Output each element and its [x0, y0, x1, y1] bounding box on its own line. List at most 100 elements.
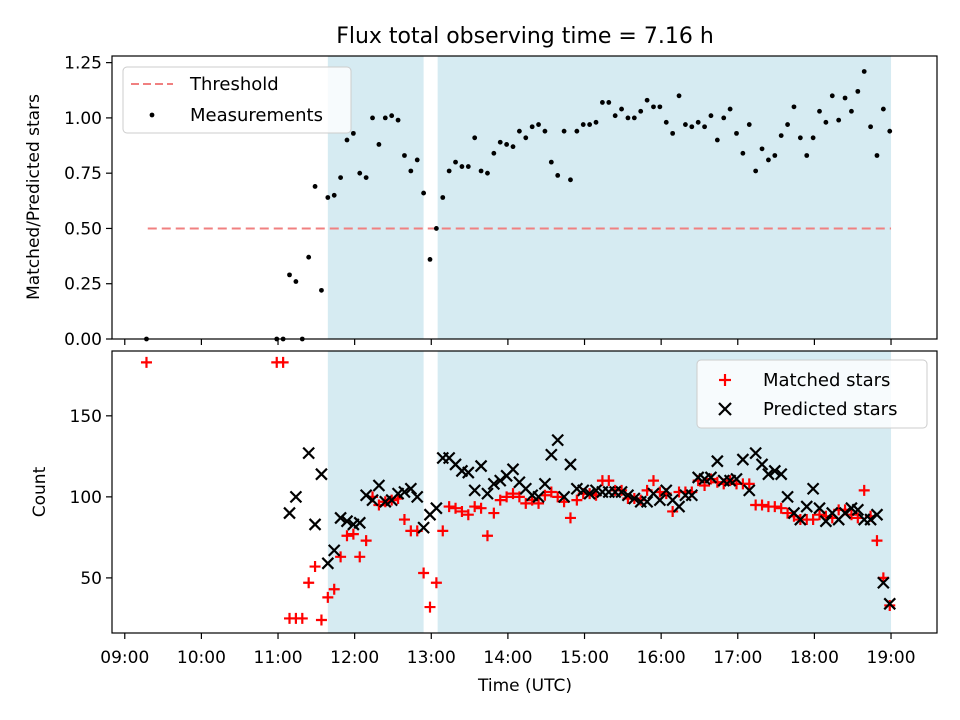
y-tick-label: 1.25 — [64, 54, 102, 74]
matched-star-point — [488, 507, 500, 519]
measurement-point — [331, 192, 337, 198]
predicted-star-point — [353, 516, 367, 530]
measurement-point — [414, 157, 420, 163]
matched-star-point — [647, 475, 659, 487]
measurement-point — [574, 128, 580, 134]
y-tick-label: 0.00 — [64, 330, 102, 350]
measurement-point — [408, 168, 414, 174]
measurement-point — [619, 106, 624, 112]
predicted-star-point — [730, 472, 743, 486]
matched-star-point — [418, 567, 430, 579]
measurement-point — [491, 150, 497, 156]
measurement-point — [797, 135, 803, 141]
x-tick-label: 11:00 — [254, 648, 303, 668]
legend-predicted-swatch — [718, 402, 732, 416]
predicted-star-point — [538, 477, 552, 491]
measurement-point — [753, 168, 759, 174]
top-legend: Threshold Measurements — [122, 66, 352, 134]
predicted-star-point — [762, 467, 775, 481]
top-y-axis: 0.00 0.25 0.50 0.75 1.00 1.25 — [64, 54, 112, 350]
measurement-point — [855, 88, 861, 94]
matched-star-point — [705, 473, 717, 485]
predicted-star-point — [685, 488, 699, 502]
measurement-point — [542, 128, 548, 134]
predicted-star-point — [289, 490, 303, 504]
matched-star-point — [303, 577, 315, 589]
measurement-point — [836, 117, 842, 123]
measurement-point — [868, 124, 873, 130]
measurement-point — [427, 257, 433, 262]
matched-star-point — [494, 494, 506, 506]
measurement-point — [561, 128, 567, 134]
predicted-star-point — [308, 518, 322, 531]
predicted-star-point — [704, 471, 718, 484]
legend-threshold-label: Threshold — [189, 74, 279, 95]
measurement-point — [516, 128, 522, 134]
predicted-stars-series — [283, 433, 897, 611]
matched-star-point — [481, 530, 493, 542]
measurement-point — [568, 177, 573, 183]
predicted-star-point — [366, 493, 379, 507]
measurement-point — [740, 150, 746, 156]
measurement-point — [727, 106, 733, 112]
measurement-point — [670, 130, 676, 136]
measurement-point — [849, 108, 854, 114]
measurement-point — [600, 100, 605, 105]
measurement-point — [810, 135, 816, 141]
matched-star-point — [564, 512, 576, 524]
measurement-point — [389, 113, 395, 119]
predicted-star-point — [711, 454, 724, 468]
predicted-star-point — [621, 488, 635, 502]
measurement-point — [689, 124, 695, 130]
measurement-point — [708, 113, 714, 119]
matched-star-point — [347, 528, 359, 540]
predicted-star-point — [481, 487, 494, 500]
measurement-point — [663, 119, 669, 125]
top-axes-frame — [111, 55, 938, 340]
matched-star-point — [814, 509, 826, 521]
matched-star-point — [456, 505, 468, 517]
predicted-star-point — [659, 484, 673, 497]
measurement-point — [759, 146, 765, 152]
matched-star-point — [322, 591, 334, 603]
top-x-ticks — [124, 339, 892, 345]
matched-star-point — [450, 502, 462, 514]
predicted-star-point — [532, 490, 545, 504]
matched-star-point — [743, 478, 755, 490]
predicted-star-point — [813, 501, 826, 515]
matched-star-point — [315, 614, 327, 626]
predicted-star-point — [615, 485, 628, 499]
measurement-point — [319, 287, 324, 293]
measurement-point — [874, 153, 880, 158]
shaded-interval — [437, 56, 892, 339]
matched-star-point — [328, 583, 340, 595]
matched-star-point — [341, 530, 353, 542]
x-tick-label: 12:00 — [330, 648, 379, 668]
predicted-star-point — [506, 463, 520, 476]
measurement-point — [376, 142, 382, 147]
measurement-point — [721, 115, 727, 121]
measurement-point — [382, 115, 388, 121]
matched-star-point — [501, 491, 513, 503]
matched-star-point — [424, 601, 436, 613]
measurement-point — [702, 124, 707, 130]
legend-matched-label: Matched stars — [763, 370, 890, 391]
matched-star-point — [309, 561, 321, 573]
matched-star-point — [667, 505, 679, 517]
measurement-point — [880, 106, 886, 112]
predicted-star-point — [283, 506, 296, 520]
predicted-star-point — [302, 446, 315, 460]
measurement-point — [465, 164, 471, 169]
measurement-point — [338, 175, 343, 181]
bottom-y-axis-label: Count — [30, 466, 50, 517]
x-tick-label: 14:00 — [483, 648, 532, 668]
matched-star-point — [756, 499, 768, 511]
measurement-point — [344, 137, 350, 143]
matched-star-point — [775, 502, 787, 514]
matched-star-point — [140, 356, 152, 368]
matched-star-point — [513, 491, 525, 503]
y-tick-label: 0.50 — [64, 219, 102, 239]
bottom-y-axis: 50 100 150 — [70, 407, 112, 589]
predicted-star-point — [774, 467, 788, 481]
predicted-star-point — [462, 466, 475, 479]
